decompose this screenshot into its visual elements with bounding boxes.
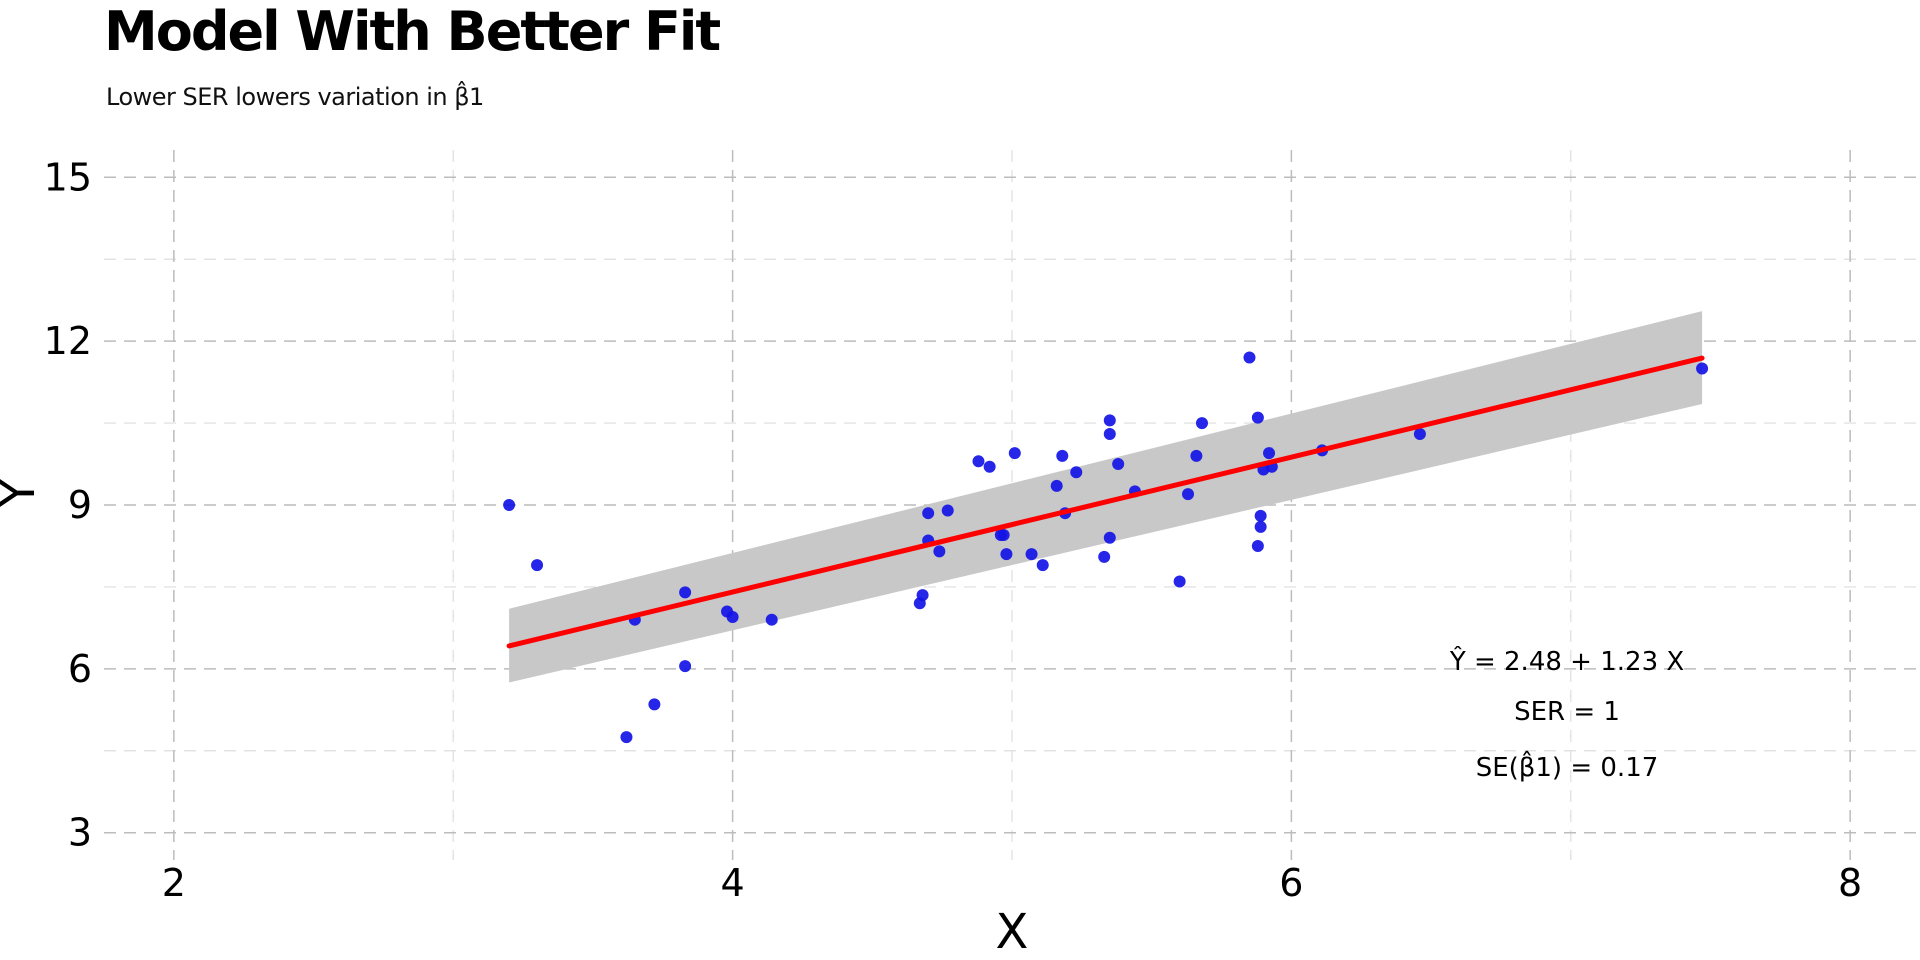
data-point <box>1070 466 1083 479</box>
data-point <box>997 529 1010 542</box>
data-point <box>933 545 946 558</box>
confidence-band <box>509 311 1703 683</box>
regression-line-layer <box>506 355 1705 649</box>
data-point <box>1254 520 1267 533</box>
data-point <box>1251 411 1264 424</box>
data-point <box>1413 428 1426 440</box>
data-points <box>503 351 1709 744</box>
data-point <box>1195 417 1208 430</box>
data-point <box>922 507 935 520</box>
data-point <box>1182 488 1195 501</box>
x-tick-label: 2 <box>162 861 186 905</box>
regression-line <box>506 355 1705 649</box>
x-tick-label: 8 <box>1838 861 1862 905</box>
data-point <box>1000 548 1013 561</box>
data-point <box>765 613 778 626</box>
x-axis-title: X <box>996 904 1029 960</box>
y-tick-label: 12 <box>44 319 92 363</box>
annotation-se: SE(β̂1) = 0.17 <box>1476 749 1659 783</box>
y-tick-label: 3 <box>68 811 92 855</box>
data-point <box>1098 550 1111 563</box>
data-point <box>1696 362 1709 375</box>
data-point <box>1036 559 1049 572</box>
y-tick-label: 15 <box>44 155 92 199</box>
data-point <box>503 499 516 511</box>
chart-subtitle: Lower SER lowers variation in β̂1 <box>106 83 484 111</box>
confidence-band-layer <box>509 311 1703 683</box>
x-tick-label: 4 <box>721 861 745 905</box>
data-point <box>620 731 633 744</box>
data-point <box>1103 428 1116 440</box>
chart-title: Model With Better Fit <box>104 0 721 63</box>
annotation-equation: Ŷ = 2.48 + 1.23 X <box>1449 645 1684 677</box>
data-point <box>679 660 692 673</box>
data-point <box>1251 539 1264 552</box>
data-point <box>1050 479 1063 492</box>
data-point <box>1008 447 1021 460</box>
data-point <box>1243 351 1256 364</box>
annotation-ser: SER = 1 <box>1514 697 1620 727</box>
data-point <box>983 460 996 473</box>
y-tick-label: 9 <box>68 483 92 527</box>
data-point <box>726 610 739 623</box>
data-point <box>531 559 544 572</box>
data-point <box>941 504 954 517</box>
data-point <box>679 586 692 599</box>
tick-labels: 2 4 6 8 3 6 9 12 15 <box>44 155 1863 905</box>
data-point <box>1103 414 1116 427</box>
data-point <box>1112 458 1125 471</box>
data-point <box>916 589 929 602</box>
data-point <box>1025 548 1038 561</box>
data-point <box>648 698 661 711</box>
data-point <box>1103 531 1116 544</box>
data-point <box>972 455 985 468</box>
data-point <box>1173 575 1186 588</box>
data-point <box>1190 449 1203 462</box>
data-point <box>1263 447 1276 460</box>
data-point <box>1254 509 1267 522</box>
data-point <box>1056 449 1069 462</box>
y-tick-label: 6 <box>68 647 92 691</box>
y-axis-title: Y <box>0 478 46 509</box>
x-tick-label: 6 <box>1279 861 1303 905</box>
